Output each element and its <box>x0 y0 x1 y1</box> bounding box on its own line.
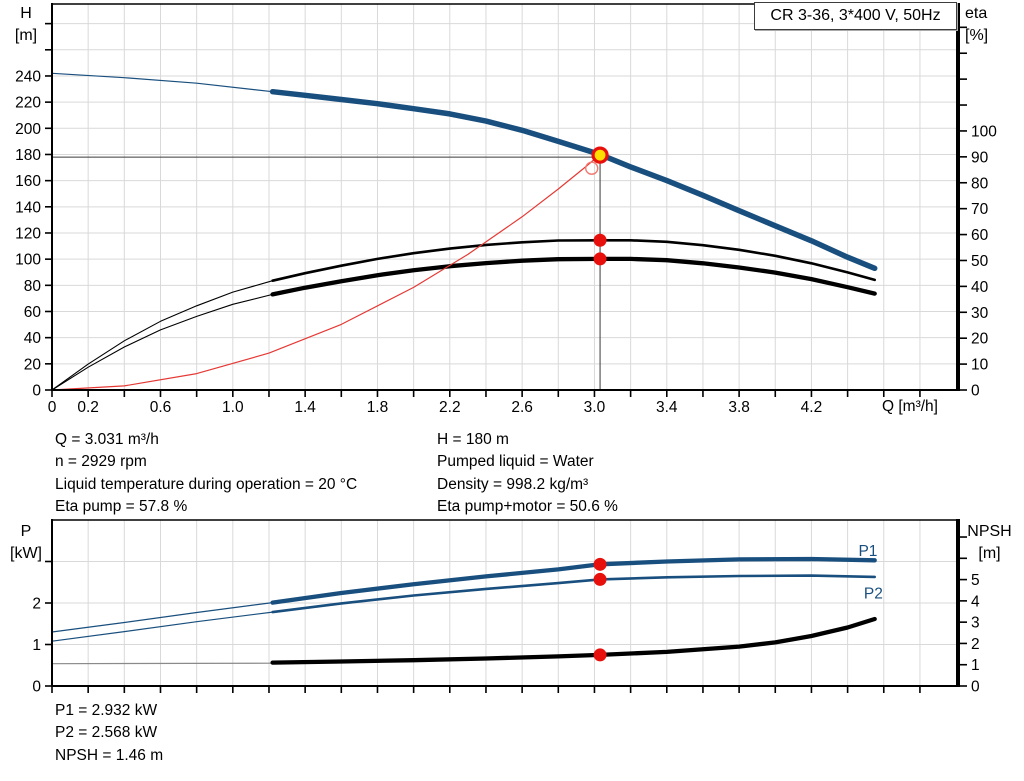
left-axis-tick-label: 100 <box>15 252 41 269</box>
eta-pump-curve-extrapolated <box>51 280 274 391</box>
right-axis-tick-label: 20 <box>971 331 989 348</box>
duty-marker-eta-pump <box>593 233 607 247</box>
duty-marker-p2 <box>593 572 607 586</box>
left-axis-tick-label: 1 <box>32 637 41 654</box>
right-axis-tick-label: 80 <box>971 175 989 192</box>
curve-label-p2: P2 <box>864 585 883 602</box>
x-axis-tick-label: 0.6 <box>150 399 172 416</box>
eta-pump-motor-curve <box>270 256 877 297</box>
left-axis-tick-label: 120 <box>15 225 41 242</box>
requested-duty-point <box>585 161 599 175</box>
x-axis-tick-label: 0 <box>48 399 57 416</box>
npsh-axis-title-line1: NPSH <box>967 523 1012 540</box>
x-axis-tick-label: 3.0 <box>584 399 606 416</box>
left-axis-tick-label: 0 <box>32 383 41 400</box>
eta-axis-title-line2: [%] <box>965 27 989 44</box>
bottom-chart: 0 1 2 0 1 2 3 4 5 P1 P2 <box>32 519 980 696</box>
info-eta-pump-motor: Eta pump+motor = 50.6 % <box>437 498 618 516</box>
h-axis-title-line2: [m] <box>14 27 38 44</box>
duty-marker-p1 <box>593 557 607 571</box>
left-axis-tick-label: 200 <box>15 121 41 138</box>
right-axis-tick-label: 50 <box>971 253 989 270</box>
left-axis-tick-label: 180 <box>15 147 41 164</box>
left-axis-tick-label: 40 <box>24 330 42 347</box>
qh-curve <box>269 88 878 272</box>
chart-title-box: CR 3-36, 3*400 V, 50Hz <box>754 2 957 30</box>
info-h: H = 180 m <box>437 431 509 448</box>
p-axis-title-line1: P <box>20 523 32 540</box>
right-axis-tick-label: 2 <box>971 636 980 653</box>
p2-curve <box>271 574 876 614</box>
info-p2: P2 = 2.568 kW <box>55 724 158 742</box>
p1-curve <box>270 556 877 605</box>
left-axis-tick-label: 160 <box>15 173 41 190</box>
info-block-right: H = 180 m Pumped liquid = Water Density … <box>437 429 618 519</box>
left-axis-tick-label: 140 <box>15 199 41 216</box>
p2-curve-extrapolated <box>51 611 274 642</box>
info-block-bottom: P1 = 2.932 kW P2 = 2.568 kW NPSH = 1.46 … <box>55 700 163 767</box>
top-chart: 0 20 40 60 80 100 120 140 160 180 200 220 240 0 10 20 30… <box>15 3 997 416</box>
system-curve <box>51 153 601 391</box>
right-axis-tick-label: 3 <box>971 615 980 632</box>
x-axis-tick-label: 1.8 <box>367 399 389 416</box>
right-axis-tick-label: 4 <box>971 593 980 610</box>
info-p1: P1 = 2.932 kW <box>55 702 158 719</box>
p-axis-title: P [kW] <box>2 521 50 565</box>
right-axis-tick-label: 10 <box>971 357 989 374</box>
h-axis-title-line1: H <box>20 5 32 22</box>
eta-pump-curve <box>271 239 876 282</box>
npsh-curve <box>270 616 877 665</box>
right-axis-tick-label: 40 <box>971 279 989 296</box>
left-axis-tick-label: 2 <box>32 596 41 613</box>
p-axis-title-line2: [kW] <box>10 545 42 562</box>
right-axis-tick-label: 5 <box>971 572 980 589</box>
info-liquid-temperature: Liquid temperature during operation = 20… <box>55 475 358 493</box>
x-axis-tick-label: 4.2 <box>801 399 823 416</box>
x-axis-tick-label: 1.0 <box>222 399 244 416</box>
x-axis-tick-label: 2.2 <box>439 399 461 416</box>
left-axis-tick-label: 60 <box>24 304 42 321</box>
info-speed: n = 2929 rpm <box>55 453 147 471</box>
qh-curve-extrapolated <box>51 72 274 93</box>
x-axis-tick-label: 0.2 <box>77 399 99 416</box>
npsh-curve-extrapolated <box>51 662 274 665</box>
info-npsh: NPSH = 1.46 m <box>55 746 164 764</box>
right-axis-tick-label: 30 <box>971 305 989 322</box>
x-axis-tick-label: 2.6 <box>511 399 533 416</box>
left-axis-tick-label: 20 <box>24 356 42 373</box>
right-axis-tick-label: 90 <box>971 149 989 166</box>
q-axis-title: Q [m³/h] <box>882 398 938 415</box>
x-axis-tick-label: 3.8 <box>728 399 750 416</box>
info-pumped-liquid: Pumped liquid = Water <box>437 453 594 471</box>
x-axis-tick-label: 3.4 <box>656 399 678 416</box>
duty-marker-eta-pump-motor <box>593 252 607 266</box>
duty-marker-npsh <box>593 648 607 662</box>
left-axis-tick-label: 240 <box>15 68 41 85</box>
curve-label-p1: P1 <box>858 543 877 560</box>
info-density: Density = 998.2 kg/m³ <box>437 475 589 493</box>
eta-pump-motor-curve-extrapolated <box>51 293 274 391</box>
left-axis-tick-label: 220 <box>15 95 41 112</box>
info-block-left: Q = 3.031 m³/h n = 2929 rpm Liquid tempe… <box>55 429 357 519</box>
p1-curve-extrapolated <box>51 602 274 633</box>
right-axis-tick-label: 1 <box>971 657 980 674</box>
right-axis-tick-label: 0 <box>971 383 980 400</box>
eta-axis-title: eta [%] <box>962 3 1017 47</box>
duty-point <box>591 146 609 164</box>
left-axis-tick-label: 0 <box>32 679 41 696</box>
right-axis-tick-label: 0 <box>971 679 980 696</box>
right-axis-tick-label: 60 <box>971 227 989 244</box>
right-axis-tick-label: 70 <box>971 201 989 218</box>
right-axis-tick-label: 100 <box>971 123 997 140</box>
info-eta-pump: Eta pump = 57.8 % <box>55 498 188 516</box>
npsh-axis-title: NPSH [m] <box>955 521 1024 565</box>
h-axis-title: H [m] <box>4 3 48 47</box>
left-axis-tick-label: 80 <box>24 278 42 295</box>
npsh-axis-title-line2: [m] <box>978 545 1001 562</box>
info-q: Q = 3.031 m³/h <box>55 431 159 448</box>
eta-axis-title-line1: eta <box>965 5 988 22</box>
x-axis-tick-label: 1.4 <box>294 399 316 416</box>
